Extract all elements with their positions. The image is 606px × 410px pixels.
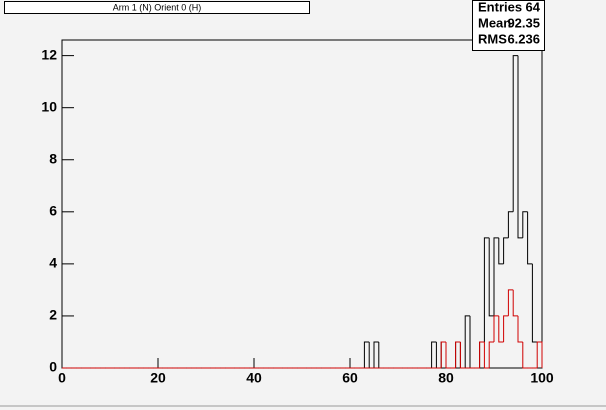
histogram-bin bbox=[440, 341, 446, 368]
stats-box bbox=[472, 0, 545, 51]
chart-title: Arm 1 (N) Orient 0 (H) bbox=[113, 2, 202, 12]
x-tick-label: 40 bbox=[246, 370, 262, 386]
histogram-bin bbox=[459, 341, 466, 369]
histogram-bin bbox=[512, 289, 518, 317]
y-tick-label: 10 bbox=[41, 98, 57, 114]
histogram-bin bbox=[507, 289, 514, 316]
stat-value: 6.236 bbox=[507, 31, 540, 46]
x-tick-label: 20 bbox=[150, 370, 166, 386]
stat-value: 92.35 bbox=[507, 15, 540, 30]
y-tick-label: 4 bbox=[49, 255, 57, 271]
stat-label: Mean bbox=[478, 15, 511, 30]
histogram-bin bbox=[483, 341, 490, 369]
histogram-bin bbox=[445, 341, 451, 369]
y-tick-label: 8 bbox=[49, 150, 57, 166]
histogram-bin bbox=[493, 237, 499, 316]
histogram-bin bbox=[531, 263, 538, 343]
x-tick-label: 80 bbox=[438, 370, 454, 386]
stat-value: 64 bbox=[526, 0, 541, 14]
histogram-bin bbox=[512, 55, 518, 212]
histogram-bin bbox=[479, 341, 485, 368]
histogram-bin bbox=[455, 341, 461, 368]
histogram-bin bbox=[483, 237, 490, 342]
y-tick-label: 0 bbox=[49, 359, 57, 375]
histogram-bin bbox=[498, 315, 504, 343]
histogram-bin bbox=[527, 211, 533, 265]
histogram-bin bbox=[363, 341, 370, 368]
histogram-bin bbox=[536, 341, 543, 368]
histogram-bin bbox=[503, 237, 509, 264]
histogram-bin bbox=[464, 315, 470, 368]
histogram-bin bbox=[522, 341, 528, 369]
y-tick-label: 2 bbox=[49, 307, 57, 323]
histogram-bin bbox=[493, 315, 499, 342]
stat-label: RMS bbox=[478, 31, 507, 46]
histogram-bin bbox=[488, 237, 494, 317]
y-tick-label: 6 bbox=[49, 203, 57, 219]
histogram-bin bbox=[488, 341, 494, 368]
histogram-bin bbox=[517, 315, 523, 343]
y-tick-label: 12 bbox=[41, 46, 57, 62]
histogram-bin bbox=[431, 341, 437, 368]
histogram-bin bbox=[498, 237, 504, 265]
histogram-bin bbox=[373, 341, 379, 368]
stat-label: Entries bbox=[478, 0, 522, 14]
x-tick-label: 0 bbox=[58, 370, 66, 386]
histogram-bin bbox=[522, 211, 528, 238]
histogram-bin bbox=[503, 315, 509, 342]
x-tick-label: 60 bbox=[342, 370, 358, 386]
histogram-bin bbox=[507, 211, 514, 238]
title-box bbox=[4, 1, 310, 14]
histogram-bin bbox=[517, 55, 523, 239]
x-tick-label: 100 bbox=[530, 370, 554, 386]
